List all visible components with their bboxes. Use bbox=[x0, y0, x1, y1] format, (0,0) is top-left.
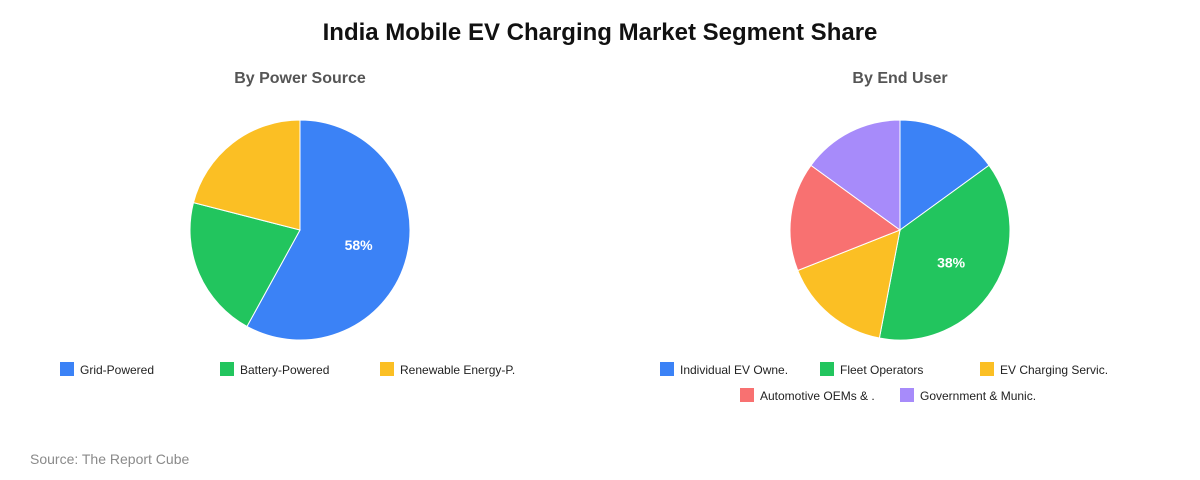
pie-slice-grid-powered bbox=[246, 119, 411, 341]
legend-label: EV Charging Servic. bbox=[1000, 363, 1108, 377]
legend-item-grid-powered: Grid-Powered bbox=[60, 362, 154, 377]
legend-item-renewable-energy-p: Renewable Energy-P. bbox=[380, 362, 515, 377]
legend-label: Individual EV Owne. bbox=[680, 363, 788, 377]
legend-label: Renewable Energy-P. bbox=[400, 363, 515, 377]
legend-item-fleet-operators: Fleet Operators bbox=[820, 362, 923, 377]
legend-swatch bbox=[740, 388, 754, 402]
chart-title: By Power Source bbox=[234, 70, 366, 87]
legend-swatch bbox=[820, 362, 834, 376]
legend-swatch bbox=[660, 362, 674, 376]
legend-item-government-munic: Government & Munic. bbox=[900, 388, 1036, 403]
pie-slice-renewable-energy-p bbox=[192, 119, 301, 231]
pie-slice-government-munic bbox=[810, 119, 901, 231]
legend-swatch bbox=[380, 362, 394, 376]
legend-swatch bbox=[60, 362, 74, 376]
slice-data-label: 58% bbox=[345, 237, 374, 253]
legend-label: Automotive OEMs & . bbox=[760, 389, 875, 403]
pie-slice-fleet-operators bbox=[878, 164, 1011, 341]
chart-title: By End User bbox=[852, 70, 947, 87]
pie-slice-automotive-oems bbox=[789, 164, 902, 272]
legend-item-ev-charging-servic: EV Charging Servic. bbox=[980, 362, 1108, 377]
legend-item-battery-powered: Battery-Powered bbox=[220, 362, 329, 377]
legend-label: Government & Munic. bbox=[920, 389, 1036, 403]
legend-swatch bbox=[220, 362, 234, 376]
page-title: India Mobile EV Charging Market Segment … bbox=[322, 19, 878, 46]
pie-slice-battery-powered bbox=[189, 202, 301, 328]
legend-swatch bbox=[980, 362, 994, 376]
pie-chart-1: By Power Source 58% Grid-Powered Battery-Po… bbox=[60, 70, 515, 377]
pie-chart-2: By End User 38% Individual EV Owne. Fleet O… bbox=[660, 70, 1108, 403]
slice-data-label: 38% bbox=[937, 254, 966, 270]
pie-slice-ev-charging-servic bbox=[797, 229, 901, 339]
legend-item-automotive-oems: Automotive OEMs & . bbox=[740, 388, 875, 403]
source-note: Source: The Report Cube bbox=[30, 451, 190, 467]
pie-slice-individual-ev-owne bbox=[899, 119, 990, 231]
legend-swatch bbox=[900, 388, 914, 402]
legend-label: Battery-Powered bbox=[240, 363, 329, 377]
legend-item-individual-ev-owne: Individual EV Owne. bbox=[660, 362, 788, 377]
legend-label: Grid-Powered bbox=[80, 363, 154, 377]
legend-label: Fleet Operators bbox=[840, 363, 923, 377]
